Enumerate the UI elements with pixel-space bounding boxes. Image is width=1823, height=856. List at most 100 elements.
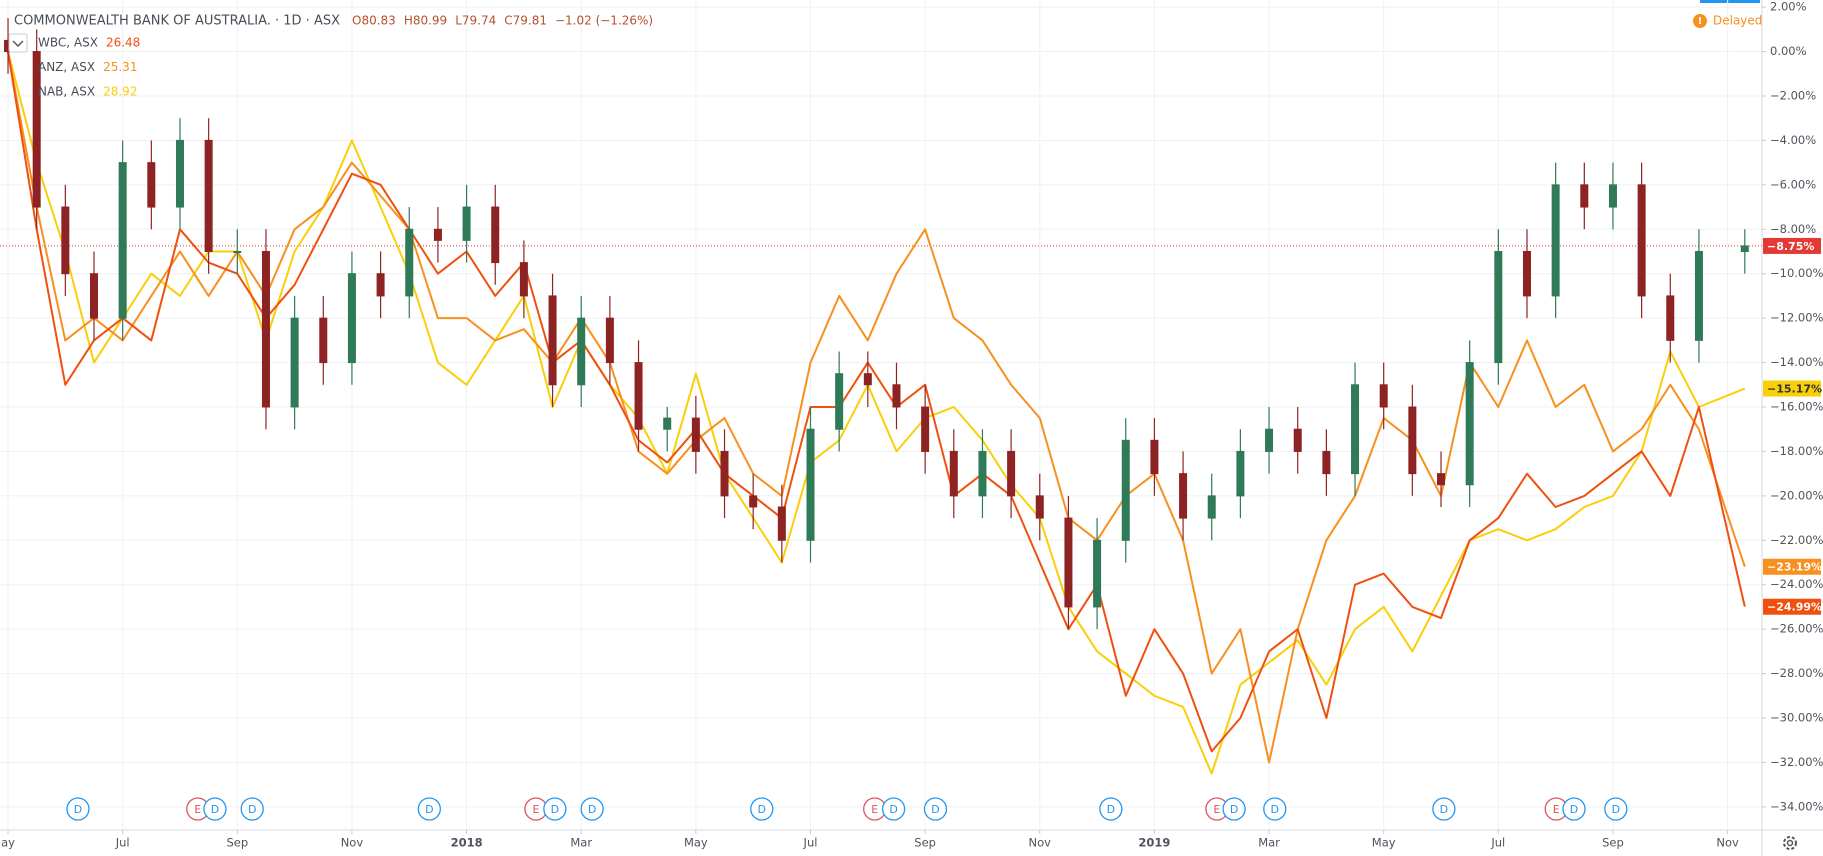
x-tick-label: Mar: [1258, 836, 1280, 850]
candle-body: [835, 373, 844, 430]
y-tick-label: 0.00%: [1770, 44, 1807, 58]
event-label: E: [871, 803, 878, 816]
y-tick-label: −12.00%: [1770, 311, 1823, 325]
candle-body: [1580, 184, 1589, 208]
legend-name: ANZ, ASX: [38, 60, 95, 74]
y-tick-label: −10.00%: [1770, 266, 1823, 280]
candle-body: [605, 317, 614, 364]
candle-body: [376, 273, 385, 297]
x-tick-label: Jul: [115, 836, 130, 850]
candle-body: [1207, 495, 1216, 519]
y-tick-label: 2.00%: [1770, 0, 1807, 14]
candle-body: [1551, 184, 1560, 297]
y-tick-label: −6.00%: [1770, 177, 1816, 191]
event-label: D: [1230, 803, 1238, 816]
event-label: D: [248, 803, 256, 816]
event-marker: [240, 797, 264, 821]
x-tick-label: Nov: [341, 836, 364, 850]
current-value-label: −24.99%: [1767, 601, 1822, 614]
x-tick-label: ay: [1, 836, 15, 850]
candle-body: [777, 506, 786, 541]
candle-body: [978, 450, 987, 497]
legend-value: 28.92: [103, 85, 137, 99]
current-value-label: −15.17%: [1767, 383, 1822, 396]
candle-body: [806, 428, 815, 541]
current-value-label: −8.75%: [1767, 240, 1814, 253]
event-marker: [66, 797, 90, 821]
current-value-box: [1763, 558, 1821, 575]
y-tick-label: −16.00%: [1770, 400, 1823, 414]
x-tick-label: Jul: [803, 836, 818, 850]
legend-toggle[interactable]: [8, 33, 28, 53]
current-value-label: −23.19%: [1767, 561, 1822, 574]
candle-body: [1379, 384, 1388, 408]
candle-body: [1121, 439, 1130, 541]
candle-body: [1179, 473, 1188, 519]
ohlc-value: C79.81: [504, 14, 547, 28]
y-tick-label: −34.00%: [1770, 799, 1823, 813]
candle-body: [1465, 362, 1474, 486]
toggle-icon: [12, 40, 24, 48]
settings-button[interactable]: [1783, 836, 1797, 850]
x-tick-label: Sep: [1602, 836, 1624, 850]
candle-body: [634, 362, 643, 430]
gear-icon[interactable]: [1783, 836, 1797, 850]
y-tick-label: −26.00%: [1770, 622, 1823, 636]
candle-body: [1694, 250, 1703, 341]
event-label: D: [551, 803, 559, 816]
y-tick-label: −22.00%: [1770, 533, 1823, 547]
candle-body: [892, 384, 901, 408]
candle-body: [491, 206, 500, 264]
candle-body: [433, 228, 442, 241]
candle-body: [147, 162, 156, 208]
candle-body: [548, 295, 557, 386]
event-label: D: [1570, 803, 1578, 816]
candle-body: [1150, 439, 1159, 475]
candle-body: [1740, 245, 1749, 252]
event-label: D: [889, 803, 897, 816]
x-tick-label: Nov: [1716, 836, 1739, 850]
x-tick-label: Mar: [570, 836, 592, 850]
candle-body: [118, 162, 127, 319]
y-tick-label: −20.00%: [1770, 488, 1823, 502]
candle-body: [577, 317, 586, 386]
event-marker: [923, 797, 948, 821]
event-marker: [1432, 797, 1456, 821]
legend-name: NAB, ASX: [38, 85, 95, 99]
event-marker: [1222, 797, 1246, 821]
candle-body: [691, 417, 700, 452]
event-marker: [203, 797, 227, 821]
y-tick-label: −24.00%: [1770, 577, 1823, 591]
candle-body: [462, 206, 471, 241]
candle-body: [1351, 384, 1360, 475]
event-label: D: [1271, 803, 1279, 816]
event-marker: [543, 797, 567, 821]
event-label: D: [931, 803, 939, 816]
candle-body: [290, 317, 299, 408]
candle-body: [1035, 495, 1044, 519]
current-value-box: [1763, 237, 1821, 254]
delayed-icon: [1693, 14, 1707, 28]
plot-area: [0, 18, 1762, 775]
y-tick-label: −14.00%: [1770, 355, 1823, 369]
event-label: E: [1213, 803, 1220, 816]
x-tick-label: Nov: [1029, 836, 1052, 850]
candle-body: [1608, 184, 1617, 208]
candle-body: [405, 228, 414, 297]
gear-center: [1786, 839, 1794, 847]
event-label: D: [1107, 803, 1115, 816]
candle-body: [90, 273, 99, 319]
candle-body: [347, 273, 356, 364]
event-marker: [1604, 797, 1628, 821]
chart-title: COMMONWEALTH BANK OF AUSTRALIA. · 1D · A…: [14, 14, 340, 29]
event-label: D: [1440, 803, 1448, 816]
event-marker: [881, 797, 906, 821]
candle-body: [519, 262, 528, 297]
event-label: E: [1553, 803, 1560, 816]
current-value-box: [1763, 598, 1821, 615]
event-marker: [580, 797, 604, 821]
event-label: E: [532, 803, 539, 816]
candle-body: [1437, 473, 1446, 486]
